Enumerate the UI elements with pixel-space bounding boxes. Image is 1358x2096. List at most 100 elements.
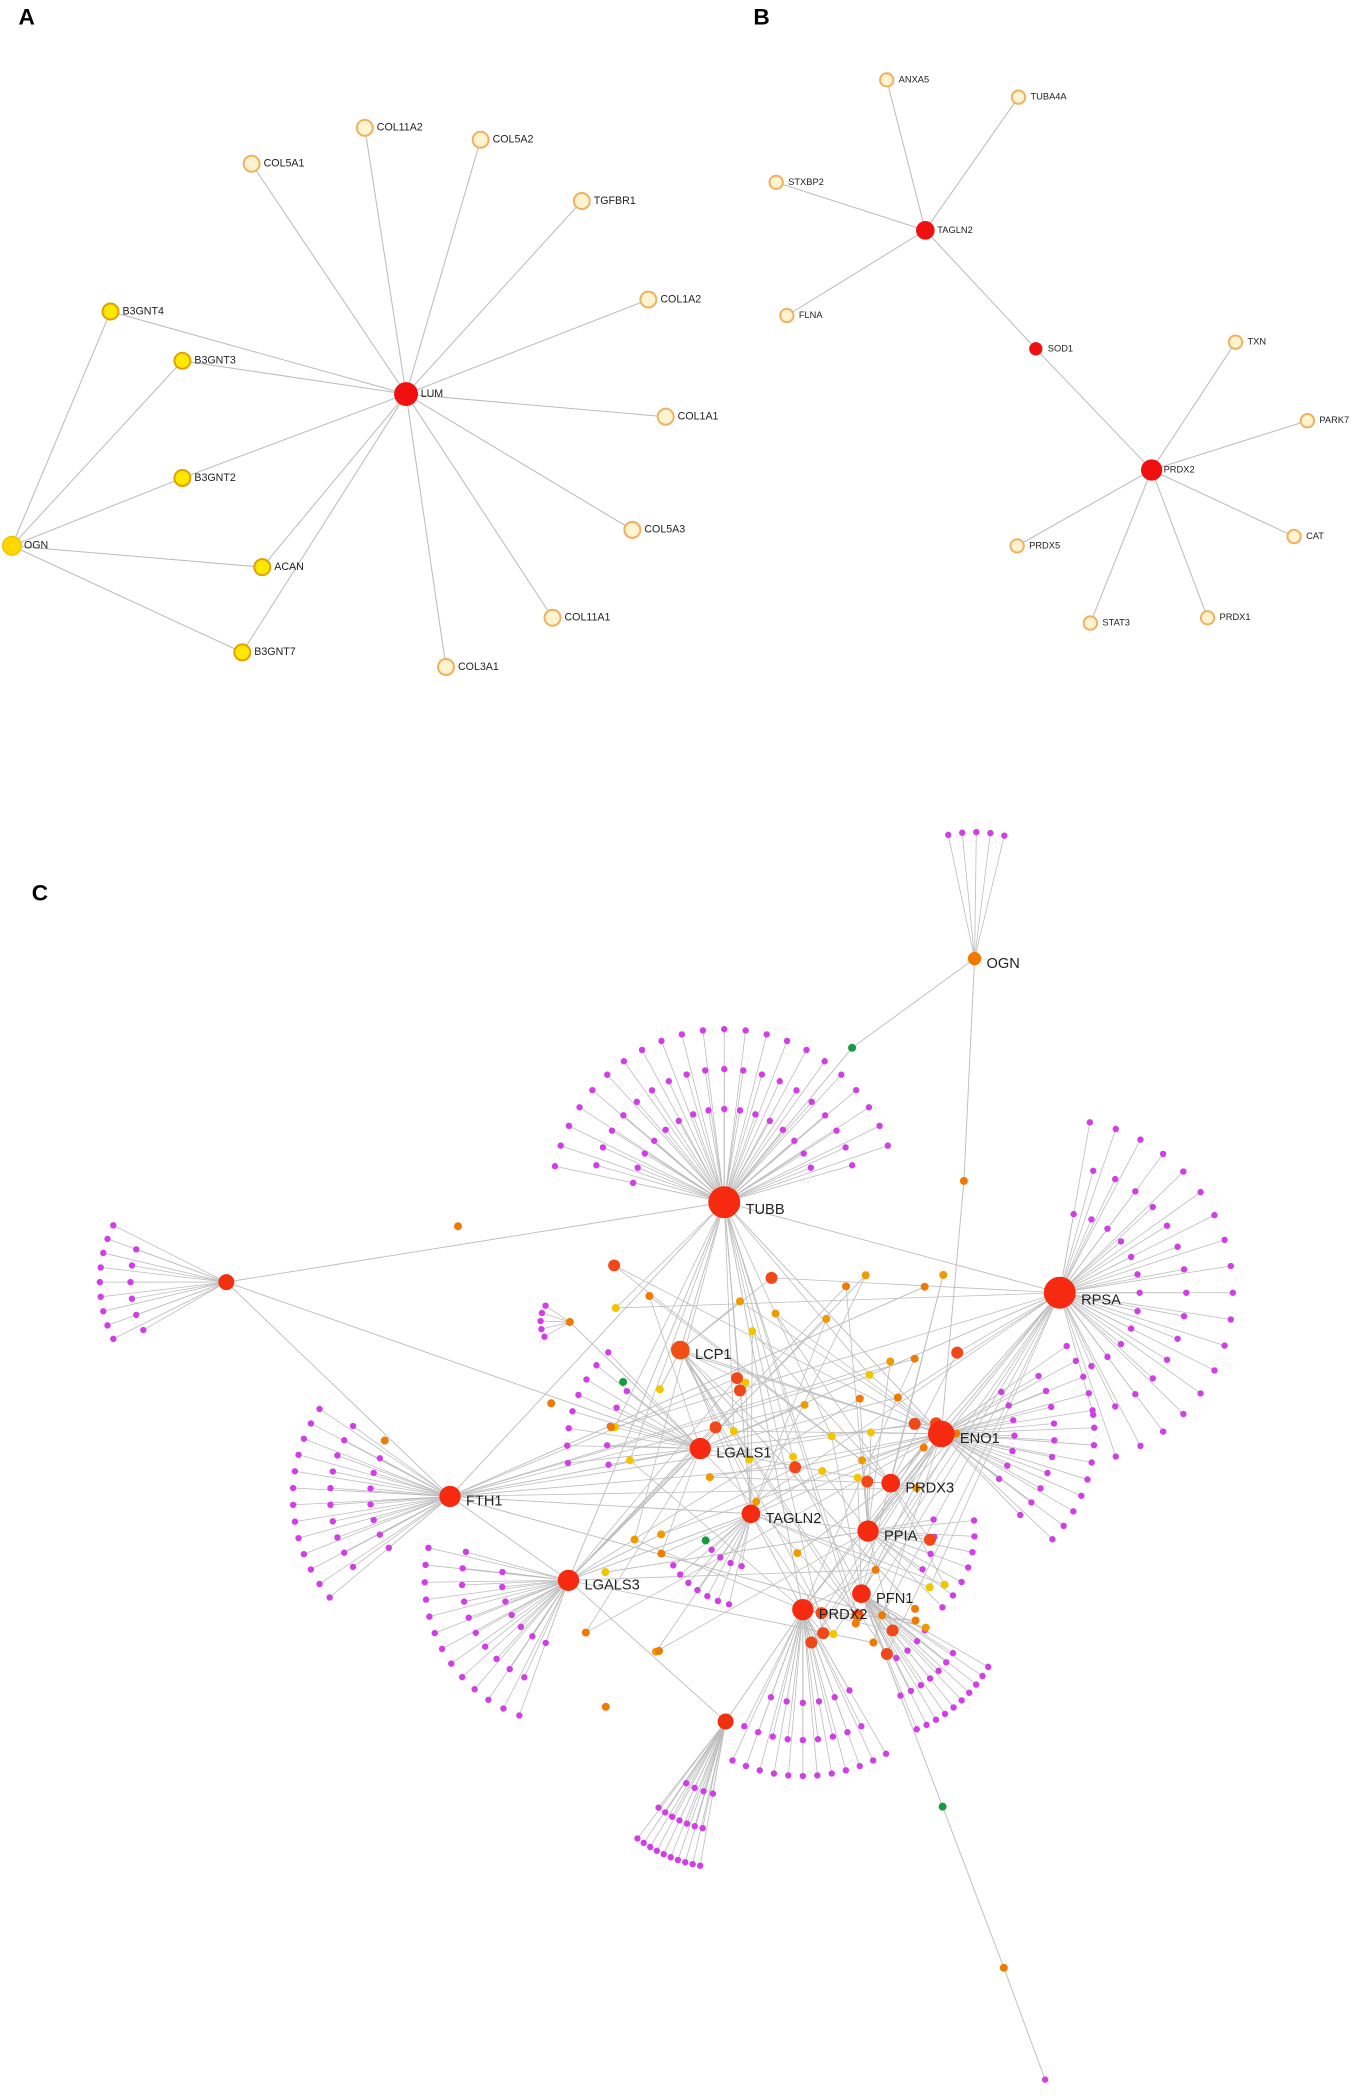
node [97,1293,104,1300]
node [1090,1441,1098,1449]
node [930,1516,937,1523]
node [731,1372,744,1385]
node [101,302,120,321]
node [807,1164,815,1171]
node [792,1598,814,1621]
edge [484,1580,569,1647]
edge [1059,1292,1178,1340]
edge [724,1145,888,1203]
edge [568,1202,725,1581]
edge [750,1331,753,1514]
edge [609,1425,701,1449]
node [940,1580,949,1589]
node [1112,1125,1119,1133]
node [727,1559,734,1567]
edge [802,1609,833,1774]
node-label: COL3A1 [458,661,499,673]
node [814,1736,822,1743]
node [805,1636,818,1649]
edge [861,1593,983,1677]
node [1050,1420,1058,1427]
edge [11,311,111,547]
edge [606,1074,725,1203]
edge [974,832,977,959]
node [748,1327,757,1336]
edge [1059,1268,1185,1294]
node [291,1468,299,1475]
node [919,1566,926,1573]
edge [661,1448,701,1554]
edge [449,1404,805,1497]
edge [579,1106,725,1203]
edge [956,1292,1060,1354]
node [557,1569,580,1591]
edge [745,1609,804,1767]
node [1180,1410,1187,1418]
node [765,1271,778,1284]
edge [1059,1292,1154,1379]
node [785,1772,792,1779]
node [985,1663,992,1671]
node [1051,1437,1058,1444]
edge [942,1806,1005,1968]
node [1137,1442,1144,1450]
node [740,1067,747,1074]
edge [724,1089,857,1203]
node [1112,1403,1119,1410]
edge [541,1312,570,1323]
node [541,1333,548,1340]
edge [567,1445,701,1449]
node [685,1579,692,1587]
edge [941,1360,1077,1435]
edge [728,1513,752,1605]
node [1112,1453,1119,1460]
edge [688,1513,752,1584]
node [951,1346,964,1359]
edge [131,1265,227,1283]
edge [1089,469,1153,624]
node [923,1721,930,1729]
edge [462,1579,569,1586]
edge [1059,1191,1201,1294]
edge [541,1321,570,1330]
edge [974,833,991,959]
node [1063,1342,1070,1350]
node [1132,1188,1139,1195]
node [173,468,192,487]
node [913,1638,921,1645]
node [1159,1150,1167,1158]
node-label: TGFBR1 [594,195,636,207]
node [1028,1499,1035,1506]
node [907,1687,915,1695]
edge [723,1061,825,1203]
edge [679,1202,725,1351]
node [779,1126,787,1133]
node [784,1736,791,1743]
edge [941,1375,1039,1435]
node [547,1399,556,1408]
node [817,1627,830,1640]
node [848,1043,857,1052]
edge [867,1530,973,1553]
node [897,1692,904,1699]
node [741,1723,748,1730]
node-label: PFN1 [876,1591,913,1607]
node [736,1107,744,1114]
node-label: COL11A1 [565,612,611,624]
node [1183,1289,1190,1296]
node [970,1517,978,1524]
edge [568,1125,725,1203]
edge [772,1609,804,1737]
edge [776,181,926,231]
node [1060,1522,1067,1530]
node [481,1643,489,1650]
edge [797,1482,891,1554]
node [721,1105,728,1113]
edge [1059,1170,1094,1293]
edge [787,1609,804,1776]
edge [872,1433,942,1643]
node [653,1847,661,1854]
edge [750,1513,930,1588]
edge [405,200,583,395]
node [551,1163,559,1170]
